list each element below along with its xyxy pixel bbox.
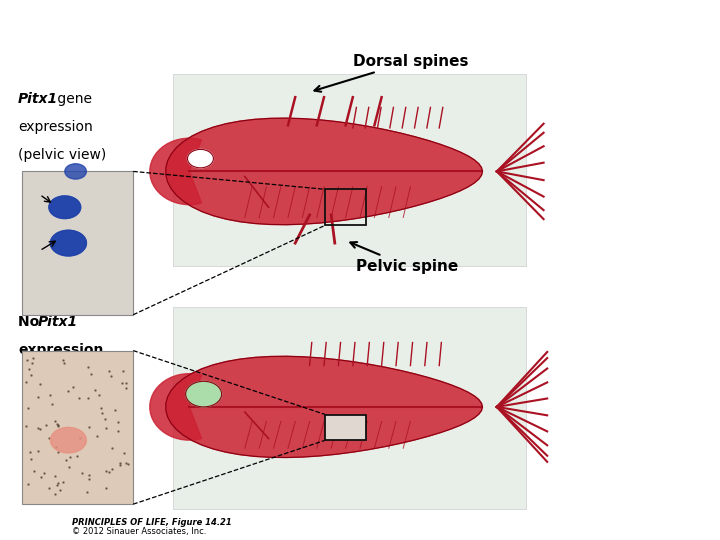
Text: (pelvic view): (pelvic view) (18, 148, 107, 163)
Text: No: No (18, 315, 44, 329)
Bar (22, 350, 133, 504)
Circle shape (50, 230, 86, 256)
Text: expression: expression (18, 343, 104, 357)
Text: © 2012 Sinauer Associates, Inc.: © 2012 Sinauer Associates, Inc. (72, 527, 207, 536)
Circle shape (49, 196, 81, 219)
Polygon shape (166, 118, 482, 225)
Circle shape (186, 381, 222, 407)
Bar (173, 307, 526, 509)
Polygon shape (150, 374, 202, 440)
Bar (325, 190, 366, 225)
Text: gene: gene (53, 92, 91, 106)
Text: Dorsal spines: Dorsal spines (315, 54, 468, 92)
Circle shape (65, 164, 86, 179)
Text: PRINCIPLES OF LIFE, Figure 14.21: PRINCIPLES OF LIFE, Figure 14.21 (72, 518, 232, 527)
Bar (325, 415, 366, 440)
Bar (22, 171, 133, 315)
Text: Pitx1: Pitx1 (18, 92, 58, 106)
Circle shape (50, 230, 86, 256)
Bar (173, 74, 526, 266)
Circle shape (50, 427, 86, 453)
Polygon shape (150, 138, 202, 205)
Circle shape (49, 196, 81, 219)
Text: Figure 14.21  Parallel Phenotypic Evolution in Sticklebacks: Figure 14.21 Parallel Phenotypic Evoluti… (6, 8, 451, 23)
Text: expression: expression (18, 120, 93, 134)
Text: Pitx1: Pitx1 (38, 315, 78, 329)
Polygon shape (166, 356, 482, 457)
Circle shape (187, 150, 213, 168)
Text: Pelvic spine: Pelvic spine (351, 242, 458, 274)
